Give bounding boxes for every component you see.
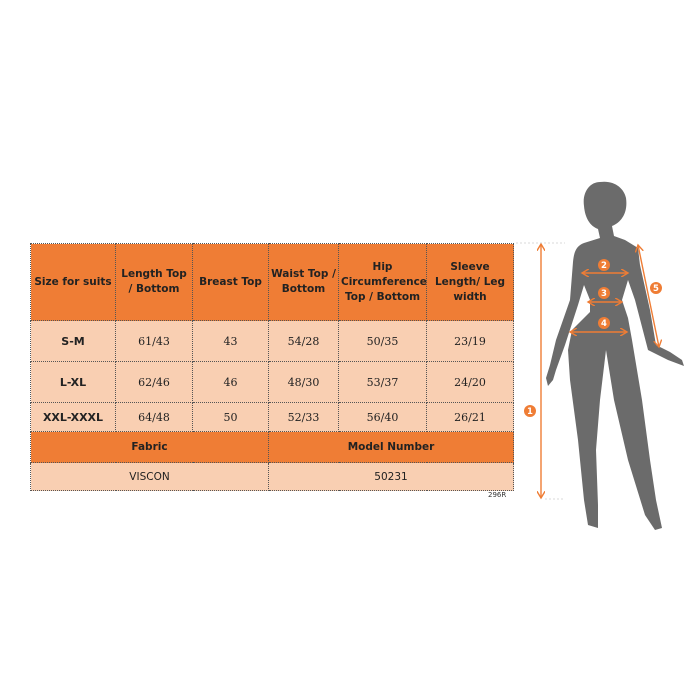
marker-2: 2 <box>601 261 607 271</box>
model-number-value: 50231 <box>268 462 514 491</box>
fabric-header-row: Fabric Model Number <box>30 431 514 463</box>
table-cell: 46 <box>192 361 269 403</box>
header-cell: Waist Top / Bottom <box>268 243 339 321</box>
measure-lines <box>541 244 659 498</box>
header-cell: Size for suits <box>30 243 116 321</box>
header-cell: Sleeve Length/ Leg width <box>426 243 514 321</box>
silhouette <box>546 181 684 531</box>
table-cell: 23/19 <box>426 320 514 362</box>
fabric-value-row: VISCON 50231 <box>30 462 514 491</box>
table-cell: 62/46 <box>115 361 193 403</box>
sleeve-line <box>638 245 659 347</box>
size-chart-table: Size for suits Length Top / Bottom Breas… <box>30 243 514 491</box>
table-cell: 50 <box>192 402 269 432</box>
size-cell: S-M <box>30 320 116 362</box>
table-cell: 56/40 <box>338 402 427 432</box>
table-row: XXL-XXXL 64/48 50 52/33 56/40 26/21 <box>30 402 514 432</box>
table-cell: 53/37 <box>338 361 427 403</box>
table-row: L-XL 62/46 46 48/30 53/37 24/20 <box>30 361 514 403</box>
header-row: Size for suits Length Top / Bottom Breas… <box>30 243 514 321</box>
fabric-label: Fabric <box>30 431 269 463</box>
table-cell: 43 <box>192 320 269 362</box>
table-cell: 50/35 <box>338 320 427 362</box>
size-cell: L-XL <box>30 361 116 403</box>
header-cell: Breast Top <box>192 243 269 321</box>
table-cell: 64/48 <box>115 402 193 432</box>
marker-3: 3 <box>601 289 607 299</box>
table-cell: 26/21 <box>426 402 514 432</box>
fabric-value: VISCON <box>30 462 269 491</box>
table-cell: 24/20 <box>426 361 514 403</box>
marker-5: 5 <box>653 284 659 294</box>
header-cell: Hip Circumference Top / Bottom <box>338 243 427 321</box>
markers: 1 2 3 4 5 <box>524 259 662 417</box>
marker-1: 1 <box>527 407 533 417</box>
product-code: 296R <box>488 491 507 499</box>
table-cell: 52/33 <box>268 402 339 432</box>
model-number-label: Model Number <box>268 431 514 463</box>
marker-4: 4 <box>601 319 607 329</box>
